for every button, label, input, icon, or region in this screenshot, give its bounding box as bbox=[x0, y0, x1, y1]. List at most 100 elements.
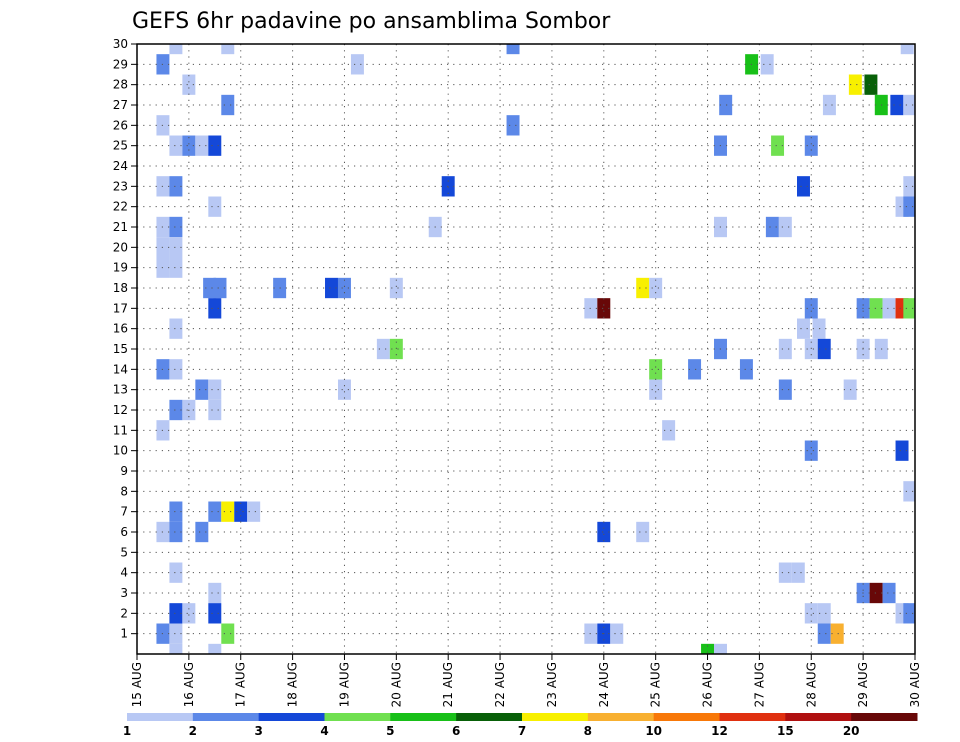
colorbar-swatch bbox=[456, 713, 523, 721]
colorbar-label: 5 bbox=[386, 724, 394, 738]
y-tick-label: 19 bbox=[113, 261, 128, 275]
x-tick-label: 22 AUG bbox=[493, 662, 507, 707]
precip-cell bbox=[376, 338, 390, 360]
colorbar-swatch bbox=[653, 713, 720, 721]
precip-cell bbox=[208, 135, 222, 156]
colorbar: 1 2 3 4 5 6 7 8 10 12 15 20 bbox=[123, 713, 918, 738]
y-tick-label: 16 bbox=[113, 322, 128, 336]
precip-cell bbox=[169, 623, 183, 644]
precip-cell bbox=[208, 643, 222, 654]
precip-cell bbox=[804, 135, 818, 156]
precip-cell bbox=[195, 521, 209, 543]
precip-cell bbox=[195, 379, 209, 400]
precip-cell bbox=[597, 298, 611, 319]
y-tick-label: 13 bbox=[113, 383, 128, 397]
precip-cell bbox=[778, 562, 792, 583]
precip-cell bbox=[208, 399, 222, 421]
precip-cell bbox=[804, 298, 818, 319]
precip-cell bbox=[882, 582, 896, 604]
precip-cell bbox=[760, 54, 774, 75]
colorbar-label: 8 bbox=[584, 724, 592, 738]
precip-cell bbox=[701, 643, 715, 654]
precip-cell bbox=[169, 562, 183, 583]
x-tick-label: 16 AUG bbox=[182, 662, 196, 707]
y-tick-label: 18 bbox=[113, 281, 128, 295]
precip-cell bbox=[778, 379, 792, 400]
precip-cell bbox=[739, 359, 753, 380]
precip-cell bbox=[169, 257, 183, 278]
x-tick-label: 15 AUG bbox=[130, 662, 144, 707]
colorbar-label: 10 bbox=[645, 724, 662, 738]
precip-cell bbox=[869, 582, 883, 604]
y-tick-label: 7 bbox=[120, 505, 128, 519]
y-tick-label: 20 bbox=[113, 240, 128, 254]
x-tick-label: 28 AUG bbox=[804, 662, 818, 707]
precip-cell bbox=[649, 379, 663, 400]
x-tick-label: 30 AUG bbox=[908, 662, 922, 707]
y-tick-label: 24 bbox=[113, 159, 128, 173]
y-tick-label: 28 bbox=[113, 78, 128, 92]
precip-cell bbox=[584, 298, 598, 319]
y-tick-label: 17 bbox=[113, 301, 128, 315]
precip-cell bbox=[822, 94, 836, 116]
precip-cell bbox=[325, 277, 338, 299]
colorbar-label: 6 bbox=[452, 724, 460, 738]
precip-cell bbox=[169, 643, 183, 654]
x-tick-label: 18 AUG bbox=[286, 662, 300, 707]
precip-cell bbox=[797, 318, 810, 339]
precip-cell bbox=[636, 277, 650, 299]
precip-cell bbox=[864, 74, 878, 95]
precip-cell bbox=[610, 623, 624, 644]
precip-cell bbox=[169, 44, 183, 55]
colorbar-swatch bbox=[719, 713, 786, 721]
precip-cell bbox=[169, 237, 183, 258]
y-tick-label: 21 bbox=[113, 220, 128, 234]
y-tick-label: 4 bbox=[120, 566, 128, 580]
precip-cell bbox=[817, 603, 831, 624]
colorbar-label: 7 bbox=[518, 724, 526, 738]
precip-cell bbox=[903, 481, 915, 502]
precip-cell bbox=[848, 74, 862, 95]
precip-cell bbox=[890, 94, 904, 116]
colorbar-swatch bbox=[851, 713, 918, 721]
precip-cell bbox=[247, 501, 261, 522]
precip-cell bbox=[208, 298, 222, 319]
precip-cell bbox=[778, 338, 792, 360]
precip-cell bbox=[182, 74, 196, 95]
precip-cell bbox=[817, 623, 831, 644]
precip-cell bbox=[636, 521, 650, 543]
y-tick-label: 8 bbox=[120, 484, 128, 498]
precip-cell bbox=[688, 359, 702, 380]
precip-cell bbox=[804, 603, 818, 624]
colorbar-swatch bbox=[390, 713, 457, 721]
precip-cell bbox=[169, 501, 183, 522]
colorbar-label: 12 bbox=[711, 724, 728, 738]
grid bbox=[137, 43, 915, 654]
precip-cell bbox=[649, 359, 663, 380]
ensemble-cells bbox=[156, 44, 915, 654]
y-tick-label: 27 bbox=[113, 98, 128, 112]
precip-cell bbox=[597, 521, 611, 543]
x-tick-label: 26 AUG bbox=[701, 662, 715, 707]
precip-cell bbox=[830, 623, 844, 644]
y-tick-label: 6 bbox=[120, 525, 128, 539]
x-tick-label: 27 AUG bbox=[752, 662, 766, 707]
y-tick-label: 2 bbox=[120, 606, 128, 620]
y-tick-label: 3 bbox=[120, 586, 128, 600]
precip-cell bbox=[221, 94, 235, 116]
y-tick-label: 14 bbox=[113, 362, 128, 376]
colorbar-label: 2 bbox=[189, 724, 197, 738]
precip-cell bbox=[882, 298, 896, 319]
precip-cell bbox=[195, 135, 209, 156]
precip-cell bbox=[208, 603, 222, 624]
precip-cell bbox=[895, 440, 909, 461]
precip-cell bbox=[208, 501, 222, 522]
precip-cell bbox=[203, 277, 217, 299]
y-tick-label: 15 bbox=[113, 342, 128, 356]
precip-cell bbox=[804, 440, 818, 461]
precip-cell bbox=[169, 359, 183, 380]
y-tick-label: 5 bbox=[120, 545, 128, 559]
x-axis-ticks: 15 AUG 16 AUG 17 AUG 18 AUG 19 AUG 20 AUG 21 A… bbox=[130, 654, 922, 707]
y-axis-ticks: 1234567891011121314151617181920212223242… bbox=[113, 37, 137, 641]
y-tick-label: 11 bbox=[113, 423, 128, 437]
